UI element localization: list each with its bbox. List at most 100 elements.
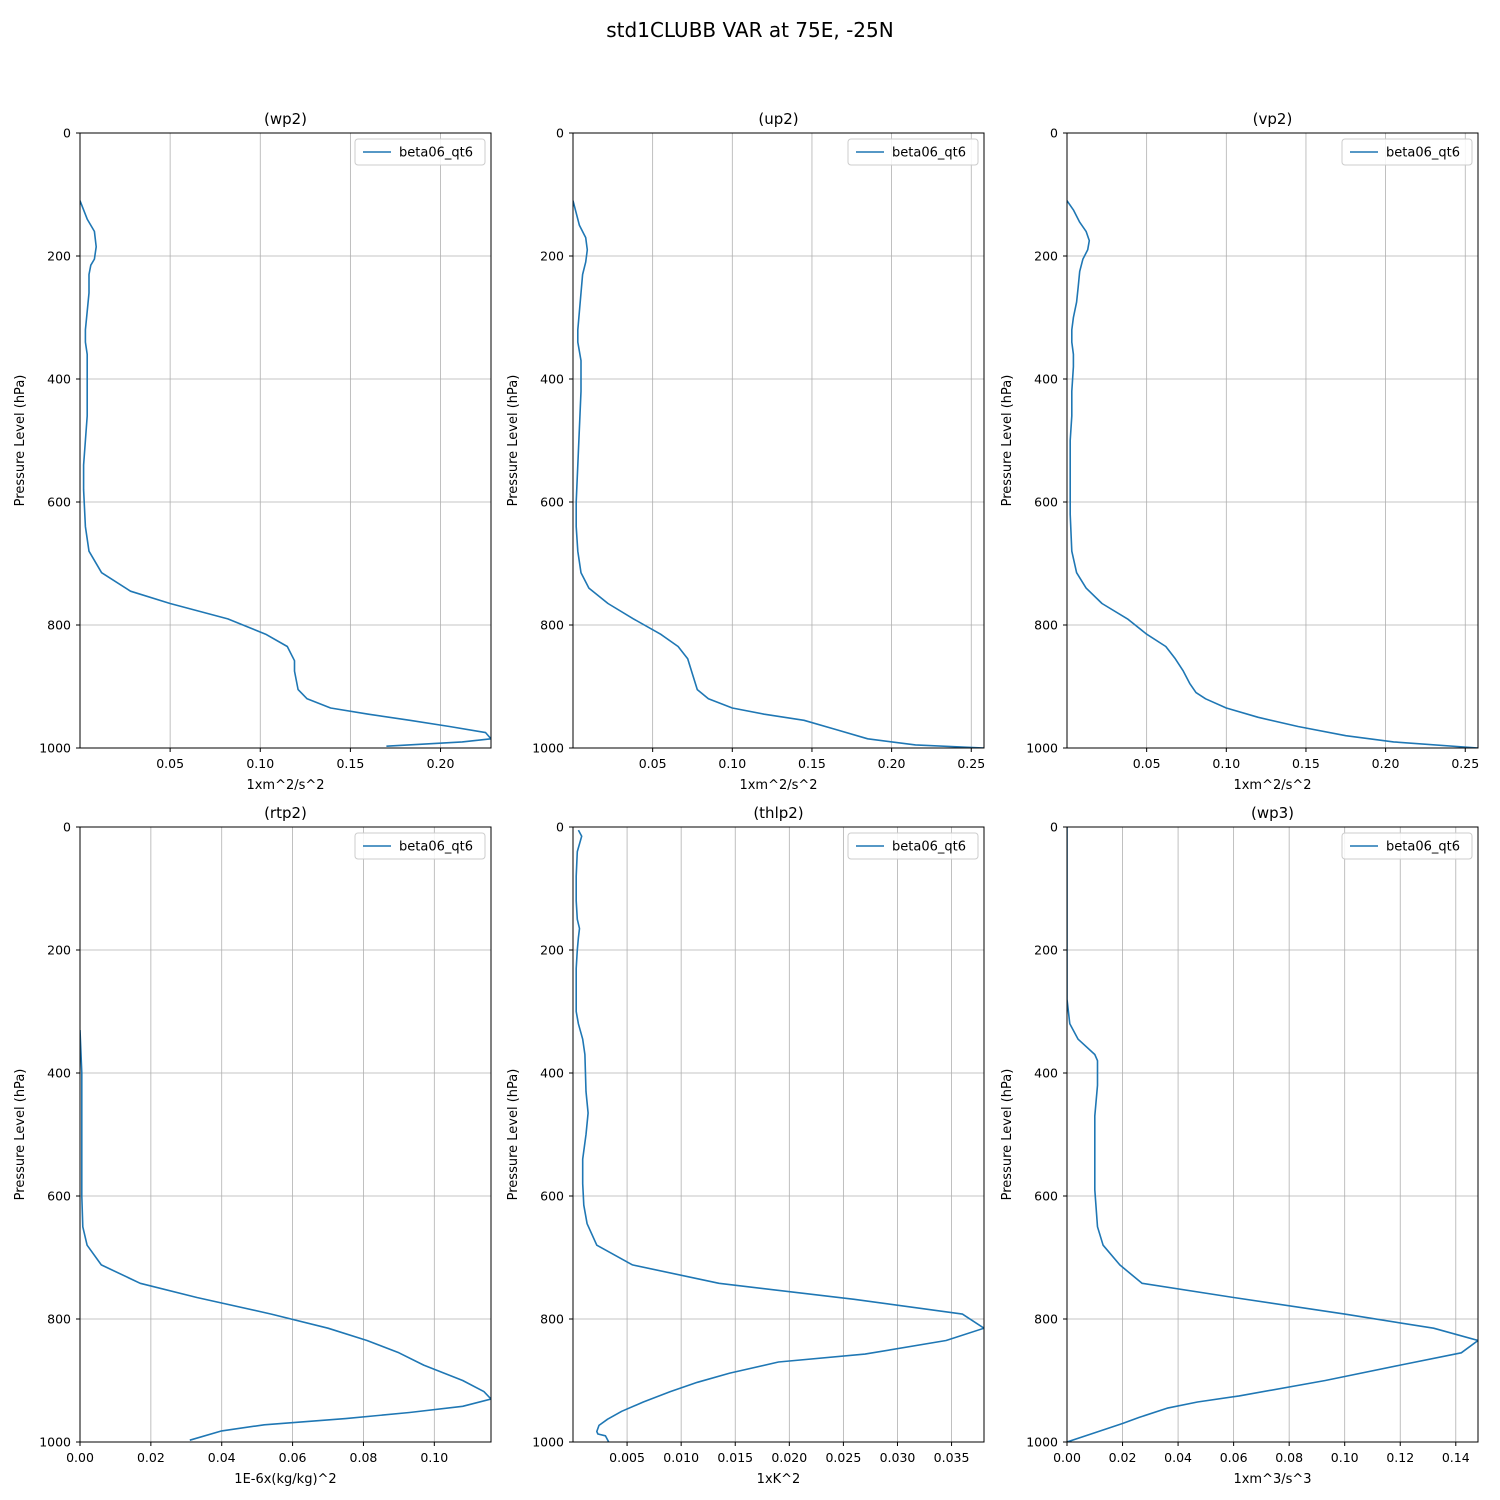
- y-tick-label: 800: [540, 618, 564, 633]
- y-axis-label: Pressure Level (hPa): [13, 1069, 28, 1201]
- x-tick-label: 0.25: [1451, 756, 1479, 771]
- y-tick-label: 200: [47, 943, 71, 958]
- x-tick-label: 0.04: [208, 1450, 236, 1465]
- panel-1: 0.05 0.10 0.15 0.20 0 200 400 600 800 1000 (wp2) 1x…: [13, 110, 492, 793]
- x-tick-label: 0.05: [639, 756, 667, 771]
- x-tick-label: 0.08: [350, 1450, 378, 1465]
- x-tick-label: 0.10: [1331, 1450, 1359, 1465]
- x-tick-label: 0.06: [1220, 1450, 1248, 1465]
- x-tick-label: 0.20: [878, 756, 906, 771]
- x-tick-label: 0.00: [66, 1450, 94, 1465]
- y-tick-label: 200: [47, 249, 71, 264]
- x-tick-label: 0.035: [934, 1450, 970, 1465]
- axes-frame: [79, 826, 492, 1443]
- x-axis-label: 1E-6x(kg/kg)^2: [234, 1472, 336, 1487]
- x-tick-label: 0.10: [1212, 756, 1240, 771]
- x-tick-label: 0.12: [1386, 1450, 1414, 1465]
- y-tick-label: 1000: [532, 1435, 564, 1450]
- series-line-1: [80, 200, 491, 747]
- y-tick-label: 600: [47, 1189, 71, 1204]
- x-tick-label: 0.15: [336, 756, 364, 771]
- legend-box: [847, 832, 979, 860]
- y-tick-label: 1000: [532, 741, 564, 756]
- y-tick-label: 600: [540, 1189, 564, 1204]
- y-tick-label: 200: [540, 943, 564, 958]
- x-tick-label: 0.14: [1442, 1450, 1470, 1465]
- series-line-1: [80, 1029, 491, 1441]
- y-tick-label: 200: [1034, 249, 1058, 264]
- legend-label: beta06_qt6: [1386, 840, 1460, 855]
- legend-label: beta06_qt6: [399, 840, 473, 855]
- legend-label: beta06_qt6: [892, 146, 966, 161]
- y-tick-label: 600: [1034, 495, 1058, 510]
- series-line-1: [573, 200, 984, 748]
- legend: beta06_qt6: [354, 138, 486, 166]
- y-tick-label: 800: [47, 618, 71, 633]
- x-tick-label: 0.20: [427, 756, 455, 771]
- x-tick-label: 0.15: [798, 756, 826, 771]
- x-tick-label: 0.020: [771, 1450, 807, 1465]
- y-tick-label: 1000: [1026, 741, 1058, 756]
- axes-frame: [1066, 826, 1479, 1443]
- figure-title: std1CLUBB VAR at 75E, -25N: [606, 18, 893, 42]
- y-tick-label: 400: [540, 1066, 564, 1081]
- axes-frame: [79, 132, 492, 749]
- panel-4: 0.00 0.02 0.04 0.06 0.08 0.10 0 200 400 600 800 100…: [13, 804, 492, 1487]
- y-tick-label: 400: [47, 372, 71, 387]
- panel-3: 0.05 0.10 0.15 0.20 0.25 0 200 400 600 800 1000 (vp…: [1000, 110, 1479, 793]
- x-axis-label: 1xm^3/s^3: [1233, 1472, 1311, 1487]
- x-tick-label: 0.25: [957, 756, 985, 771]
- x-tick-label: 0.08: [1275, 1450, 1303, 1465]
- panel-title: (wp3): [1251, 804, 1294, 822]
- x-tick-label: 0.02: [137, 1450, 165, 1465]
- x-tick-label: 0.10: [246, 756, 274, 771]
- legend-box: [847, 138, 979, 166]
- panel-title: (wp2): [264, 110, 307, 128]
- x-axis-label: 1xm^2/s^2: [1233, 778, 1311, 793]
- legend-label: beta06_qt6: [1386, 146, 1460, 161]
- y-tick-label: 1000: [39, 1435, 71, 1450]
- legend: beta06_qt6: [847, 138, 979, 166]
- y-tick-label: 0: [556, 820, 564, 835]
- legend-box: [354, 832, 486, 860]
- y-tick-label: 0: [1050, 126, 1058, 141]
- y-axis-label: Pressure Level (hPa): [1000, 375, 1015, 507]
- x-axis-label: 1xm^2/s^2: [739, 778, 817, 793]
- legend: beta06_qt6: [1341, 832, 1473, 860]
- x-tick-label: 0.05: [1133, 756, 1161, 771]
- x-tick-label: 0.010: [663, 1450, 699, 1465]
- y-axis-label: Pressure Level (hPa): [1000, 1069, 1015, 1201]
- y-tick-label: 1000: [39, 741, 71, 756]
- x-tick-label: 0.20: [1372, 756, 1400, 771]
- y-tick-label: 800: [1034, 1312, 1058, 1327]
- x-tick-label: 0.15: [1292, 756, 1320, 771]
- y-axis-label: Pressure Level (hPa): [13, 375, 28, 507]
- y-tick-label: 0: [63, 126, 71, 141]
- legend-label: beta06_qt6: [399, 146, 473, 161]
- legend: beta06_qt6: [354, 832, 486, 860]
- x-tick-label: 0.10: [718, 756, 746, 771]
- y-tick-label: 400: [47, 1066, 71, 1081]
- y-tick-label: 200: [1034, 943, 1058, 958]
- axes-frame: [1066, 132, 1479, 749]
- x-axis-label: 1xK^2: [757, 1472, 801, 1487]
- y-tick-label: 400: [1034, 1066, 1058, 1081]
- x-axis-label: 1xm^2/s^2: [246, 778, 324, 793]
- legend: beta06_qt6: [847, 832, 979, 860]
- legend-box: [1341, 138, 1473, 166]
- y-tick-label: 800: [540, 1312, 564, 1327]
- panel-title: (thlp2): [753, 804, 803, 822]
- legend-box: [354, 138, 486, 166]
- x-tick-label: 0.06: [279, 1450, 307, 1465]
- y-axis-label: Pressure Level (hPa): [506, 375, 521, 507]
- x-tick-label: 0.030: [880, 1450, 916, 1465]
- axes-frame: [572, 826, 985, 1443]
- y-tick-label: 600: [47, 495, 71, 510]
- series-line-1: [1067, 200, 1478, 748]
- x-tick-label: 0.005: [609, 1450, 645, 1465]
- panel-title: (vp2): [1253, 110, 1293, 128]
- series-line-1: [575, 829, 984, 1442]
- panel-title: (rtp2): [264, 804, 307, 822]
- axes-frame: [572, 132, 985, 749]
